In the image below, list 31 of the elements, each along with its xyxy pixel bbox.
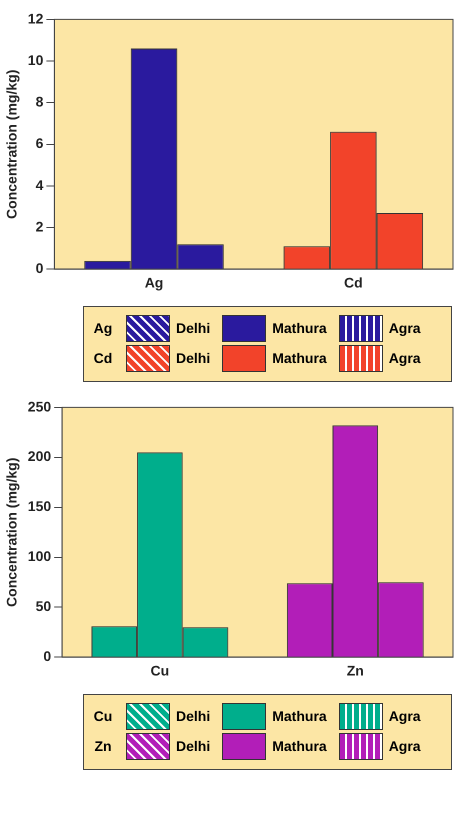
legend-label: Agra [388,708,421,724]
y-tick-label: 0 [43,648,52,664]
y-tick-label: 200 [28,448,52,464]
y-tick-label: 6 [36,135,44,152]
y-tick-label: 0 [36,260,44,276]
legend-label: Agra [388,320,421,336]
legend-label: Mathura [272,320,327,336]
y-axis-title: Concentration (mg/kg) [3,70,20,219]
legend-label: Delhi [176,708,210,724]
y-tick-label: 8 [36,94,44,110]
y-tick-label: 10 [28,52,44,68]
category-label: Ag [94,320,112,336]
category-label: Zn [94,738,112,754]
y-tick-label: 250 [28,398,52,414]
y-tick-label: 150 [28,498,52,514]
y-tick-label: 50 [36,598,52,614]
y-tick-label: 4 [36,176,44,193]
y-axis-title: Concentration (mg/kg) [3,458,20,607]
y-tick-label: 12 [28,10,44,26]
text: Mathura [272,350,327,366]
y-tick-label: 100 [28,548,52,564]
category-label: Cd [94,350,112,366]
y-tick-label: 2 [36,218,44,234]
text: Delhi [176,350,210,366]
text: Agra [388,738,421,754]
legend-label: Mathura [272,708,327,724]
category-label: Cu [94,708,112,724]
legend-label: Delhi [176,320,210,336]
text: Mathura [272,738,327,754]
text: Agra [388,350,421,366]
text: Delhi [176,738,210,754]
